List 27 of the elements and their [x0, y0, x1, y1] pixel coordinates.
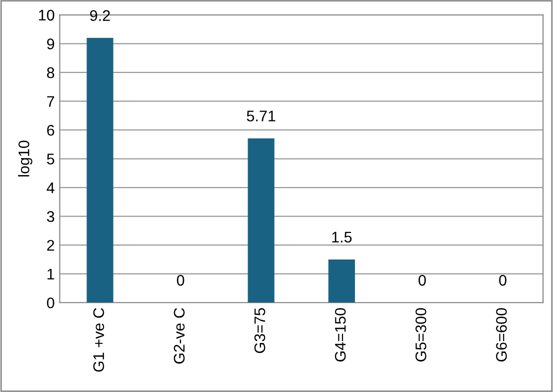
- bar: [248, 138, 274, 303]
- x-tick-label: G5=300: [416, 308, 426, 362]
- y-tick-label: 9: [47, 38, 54, 50]
- y-tick-label: 0: [46, 297, 54, 308]
- y-tick-label: 3: [46, 211, 54, 222]
- x-tick-label: G1 +ve C: [93, 308, 104, 372]
- y-tick-label: 6: [47, 124, 54, 136]
- y-axis-title: log10: [18, 140, 32, 176]
- data-label: 0: [499, 274, 506, 286]
- bar: [328, 259, 355, 303]
- x-tick-label: G2-ve C: [174, 308, 185, 364]
- data-label: 0: [418, 274, 426, 286]
- data-label: 1.5: [332, 232, 352, 243]
- data-label: 9.2: [90, 10, 110, 22]
- y-tick-label: 1: [48, 268, 54, 280]
- data-label: 5.71: [246, 110, 276, 122]
- y-tick-label: 5: [46, 154, 54, 164]
- data-label: 0: [176, 274, 184, 286]
- y-tick-label: 7: [47, 96, 54, 107]
- x-tick-label: G3=75: [254, 308, 266, 354]
- y-tick-label: 10: [39, 10, 54, 21]
- y-tick-label: 4: [46, 182, 54, 194]
- x-tick-label: G6=600: [496, 308, 507, 362]
- y-tick-label: 8: [47, 67, 54, 78]
- x-tick-label: G4=150: [334, 308, 346, 362]
- bar: [86, 38, 114, 303]
- y-tick-label: 2: [47, 240, 54, 251]
